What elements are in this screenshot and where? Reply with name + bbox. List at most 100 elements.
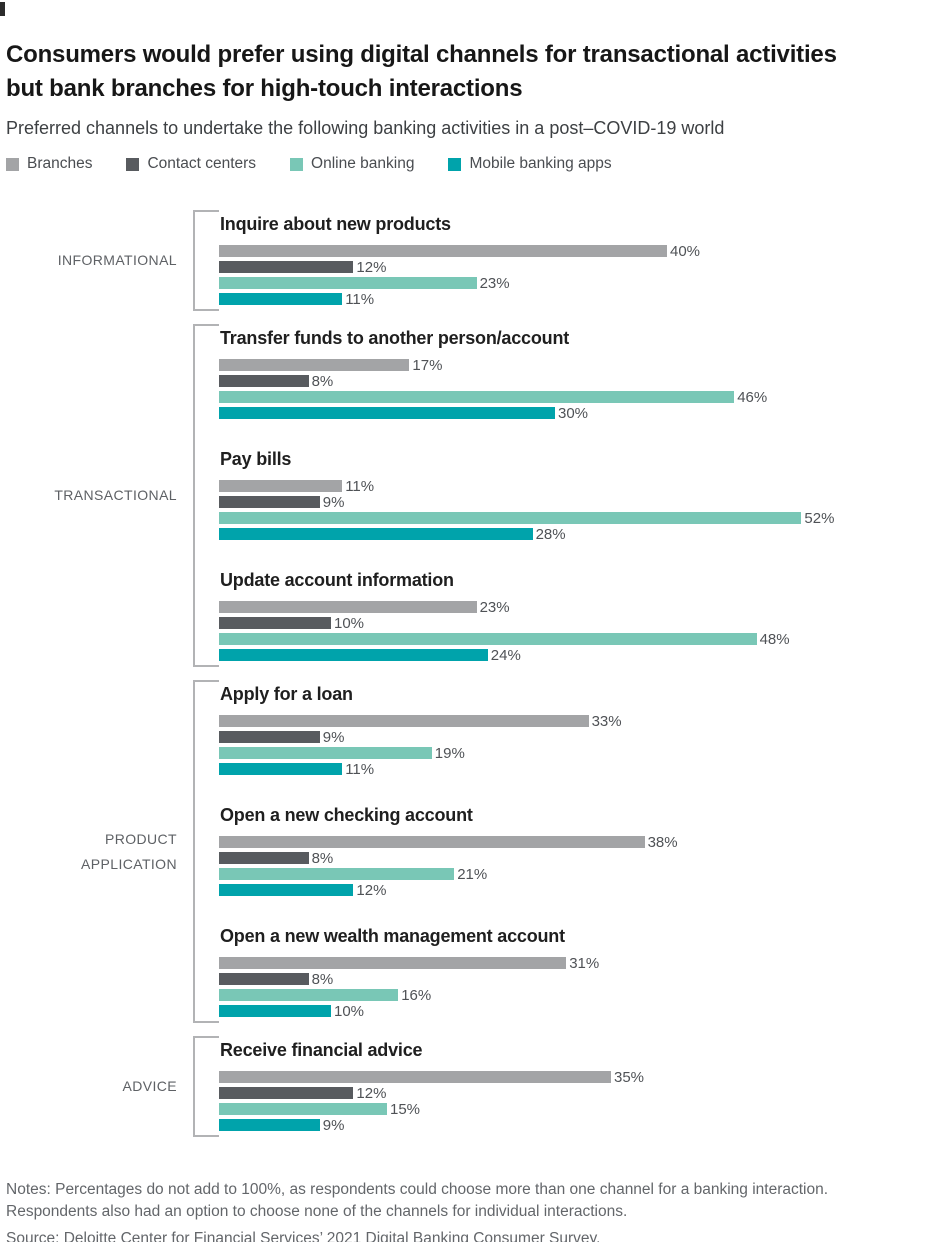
bar-row: 17% (219, 356, 930, 374)
bar-value-label: 12% (356, 258, 387, 276)
activity-item: Receive financial advice 35% 12% 15% 9% (219, 1036, 930, 1137)
group-bracket (193, 210, 219, 311)
bar-row: 11% (219, 477, 930, 495)
bar-value-label: 9% (322, 493, 345, 511)
bar-value-label: 12% (356, 1084, 387, 1102)
category-column: ADVICE (6, 1036, 193, 1137)
bar-online-banking (219, 868, 455, 880)
bar-row: 12% (219, 881, 930, 899)
legend-swatch-contact-centers (126, 157, 140, 171)
bar-value-label: 12% (356, 881, 387, 899)
bar-row: 52% (219, 509, 930, 527)
bar-value-label: 11% (345, 290, 375, 308)
bar-value-label: 11% (345, 760, 375, 778)
bar-row: 48% (219, 631, 930, 648)
bar-row: 40% (219, 242, 930, 260)
bar-row: 12% (219, 258, 930, 276)
bar-mobile-banking-apps (219, 763, 343, 775)
bar-contact-centers (219, 731, 320, 743)
activity-title: Receive financial advice (220, 1040, 423, 1060)
bar-value-label: 23% (479, 598, 510, 616)
bar-row: 24% (219, 647, 930, 664)
bar-mobile-banking-apps (219, 884, 354, 896)
activity-item: Open a new checking account 38% 8% 21% 12% (219, 801, 930, 902)
legend-swatch-mobile-banking-apps (448, 157, 462, 171)
bar-value-label: 30% (558, 404, 589, 422)
bar-row: 10% (219, 614, 930, 632)
group-items: Inquire about new products 40% 12% 23% 11% (219, 210, 930, 311)
bar-value-label: 28% (535, 525, 566, 543)
category-column: PRODUCT APPLICATION (6, 680, 193, 1023)
bar-online-banking (219, 512, 802, 524)
bar-contact-centers (219, 617, 331, 629)
bar-online-banking (219, 391, 735, 403)
bar-value-label: 8% (311, 970, 334, 988)
bar-online-banking (219, 277, 477, 289)
bar-value-label: 16% (401, 986, 432, 1004)
bar-row: 19% (219, 745, 930, 762)
bar-row: 8% (219, 970, 930, 988)
bar-contact-centers (219, 1087, 354, 1099)
bar-branches (219, 957, 567, 969)
bar-branches (219, 359, 410, 371)
footer: Notes: Percentages do not add to 100%, a… (6, 1179, 930, 1242)
bar-row: 21% (219, 865, 930, 883)
category-label: ADVICE (122, 1078, 177, 1094)
bar-value-label: 11% (345, 477, 375, 495)
activity-title: Transfer funds to another person/account (220, 328, 570, 348)
bar-value-label: 10% (334, 614, 365, 632)
bar-mobile-banking-apps (219, 1119, 320, 1131)
bar-row: 38% (219, 833, 930, 851)
bar-value-label: 15% (390, 1100, 421, 1118)
activity-item: Pay bills 11% 9% 52% 28% (219, 445, 930, 546)
category-column: TRANSACTIONAL (6, 324, 193, 667)
bar-row: 9% (219, 493, 930, 511)
legend-label: Online banking (311, 155, 415, 172)
corner-crop-mark (0, 2, 5, 16)
bar-row: 16% (219, 986, 930, 1004)
bar-row: 28% (219, 525, 930, 543)
legend-label: Branches (27, 155, 93, 172)
bar-value-label: 10% (334, 1002, 365, 1020)
group-items: Receive financial advice 35% 12% 15% 9% (219, 1036, 930, 1137)
bar-value-label: 17% (412, 356, 443, 374)
bar-mobile-banking-apps (219, 649, 488, 661)
activity-title: Pay bills (220, 449, 292, 469)
bar-row: 8% (219, 850, 930, 867)
activity-item: Open a new wealth management account 31% 8… (219, 922, 930, 1023)
group-items: Apply for a loan 33% 9% 19% 11% Open a new ch… (219, 680, 930, 1023)
bar-row: 23% (219, 275, 930, 292)
bar-row: 9% (219, 729, 930, 746)
activity-item: Update account information 23% 10% 48% 24% (219, 566, 930, 667)
bar-online-banking (219, 747, 432, 759)
activity-item: Apply for a loan 33% 9% 19% 11% (219, 680, 930, 781)
bar-value-label: 21% (457, 865, 488, 883)
bar-value-label: 31% (569, 954, 600, 972)
legend-item-branches: Branches (6, 155, 92, 173)
page-title: Consumers would prefer using digital cha… (6, 38, 930, 106)
bar-value-label: 8% (311, 372, 334, 390)
bar-value-label: 38% (647, 833, 678, 851)
bar-contact-centers (219, 261, 354, 273)
activity-title: Open a new checking account (220, 805, 473, 825)
bar-mobile-banking-apps (219, 407, 555, 419)
bar-row: 11% (219, 290, 930, 308)
legend-item-online-banking: Online banking (290, 155, 414, 173)
legend-item-mobile-banking-apps: Mobile banking apps (448, 155, 612, 173)
legend-swatch-online-banking (290, 157, 304, 171)
bar-row: 9% (219, 1117, 930, 1134)
bar-online-banking (219, 633, 757, 645)
bar-value-label: 52% (804, 509, 835, 527)
category-label: INFORMATIONAL (57, 252, 177, 268)
bar-row: 23% (219, 598, 930, 616)
bar-value-label: 35% (614, 1068, 645, 1086)
activity-title: Apply for a loan (220, 684, 353, 704)
bar-row: 35% (219, 1068, 930, 1086)
bar-value-label: 40% (670, 242, 701, 260)
category-label: PRODUCT APPLICATION (81, 830, 177, 872)
bar-row: 10% (219, 1002, 930, 1020)
bar-row: 15% (219, 1100, 930, 1118)
bar-branches (219, 715, 589, 727)
bar-contact-centers (219, 973, 309, 985)
